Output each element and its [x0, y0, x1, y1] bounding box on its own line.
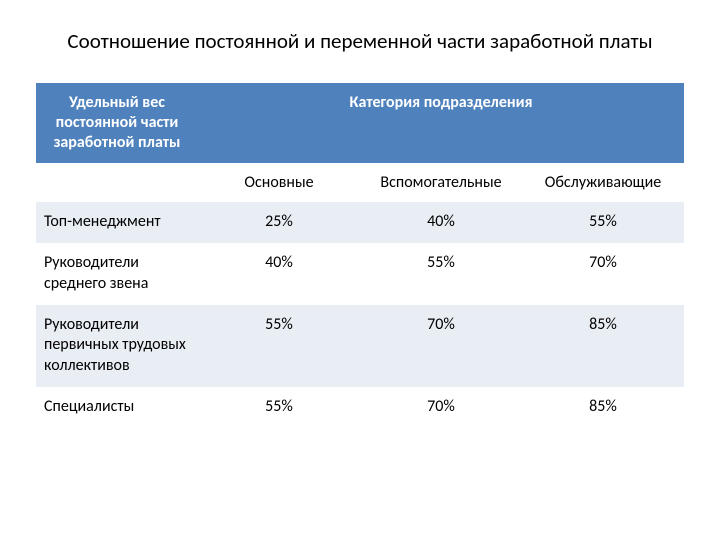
subheader-col: Основные — [198, 163, 360, 202]
cell-value: 70% — [360, 387, 522, 428]
subheader-col: Обслуживающие — [522, 163, 684, 202]
row-label: Руководители среднего звена — [36, 243, 198, 305]
cell-value: 55% — [360, 243, 522, 305]
cell-value: 55% — [198, 387, 360, 428]
cell-value: 55% — [198, 305, 360, 387]
cell-value: 85% — [522, 305, 684, 387]
header-category: Категория подразделения — [198, 83, 684, 163]
cell-value: 85% — [522, 387, 684, 428]
table-subheader-row: Основные Вспомогательные Обслуживающие — [36, 163, 684, 202]
header-left: Удельный вес постоянной части заработной… — [36, 83, 198, 163]
subheader-empty — [36, 163, 198, 202]
salary-ratio-table: Удельный вес постоянной части заработной… — [36, 83, 684, 428]
cell-value: 40% — [198, 243, 360, 305]
cell-value: 70% — [522, 243, 684, 305]
cell-value: 25% — [198, 202, 360, 243]
table-header-row: Удельный вес постоянной части заработной… — [36, 83, 684, 163]
row-label: Руководители первичных трудовых коллекти… — [36, 305, 198, 387]
cell-value: 70% — [360, 305, 522, 387]
table-row: Топ-менеджмент 25% 40% 55% — [36, 202, 684, 243]
row-label: Специалисты — [36, 387, 198, 428]
table-row: Специалисты 55% 70% 85% — [36, 387, 684, 428]
subheader-col: Вспомогательные — [360, 163, 522, 202]
cell-value: 55% — [522, 202, 684, 243]
row-label: Топ-менеджмент — [36, 202, 198, 243]
table-row: Руководители первичных трудовых коллекти… — [36, 305, 684, 387]
cell-value: 40% — [360, 202, 522, 243]
table-row: Руководители среднего звена 40% 55% 70% — [36, 243, 684, 305]
page-title: Соотношение постоянной и переменной част… — [36, 28, 684, 55]
